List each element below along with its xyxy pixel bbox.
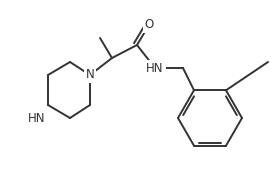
Text: N: N (85, 68, 94, 82)
Text: HN: HN (146, 61, 164, 75)
Text: HN: HN (28, 112, 45, 125)
Text: O: O (144, 19, 154, 31)
